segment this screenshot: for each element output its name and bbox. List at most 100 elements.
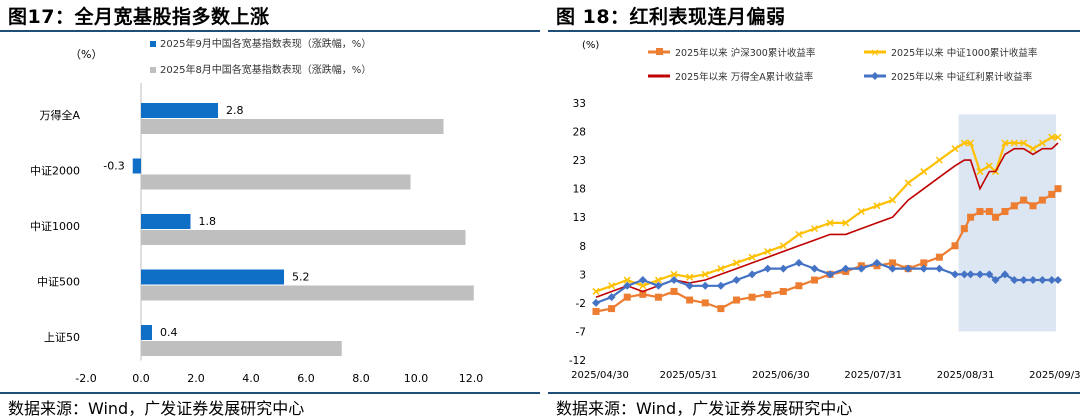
data-point bbox=[1010, 139, 1018, 147]
y-tick-label: 23 bbox=[573, 155, 586, 167]
data-point bbox=[919, 264, 928, 273]
bar-sep bbox=[141, 325, 152, 340]
figure-17-chart: （%） 2025年9月中国各宽基指数表现（涨跌幅，%） 2025年8月中国各宽基指数… bbox=[30, 37, 483, 385]
legend-swatch bbox=[150, 41, 156, 47]
data-point bbox=[592, 287, 600, 295]
data-point bbox=[1000, 270, 1009, 279]
data-point bbox=[857, 207, 865, 216]
data-point bbox=[1019, 276, 1028, 285]
legend-label: 2025年9月中国各宽基指数表现（涨跌幅，%） bbox=[160, 37, 371, 50]
data-point bbox=[623, 276, 631, 284]
y-tick-label: -12 bbox=[569, 355, 586, 367]
data-point bbox=[654, 281, 663, 290]
data-point bbox=[1020, 139, 1028, 147]
data-point bbox=[842, 219, 850, 227]
legend-label: 2025年8月中国各宽基指数表现（涨跌幅，%） bbox=[160, 63, 371, 76]
figure-17-title: 图17：全月宽基股指多数上涨 bbox=[8, 6, 270, 28]
y-tick-label: 13 bbox=[573, 212, 586, 224]
data-point bbox=[1001, 139, 1009, 147]
data-point bbox=[779, 264, 788, 273]
data-point bbox=[701, 270, 709, 278]
data-point bbox=[889, 196, 897, 204]
data-point bbox=[639, 290, 647, 298]
category-label: 中证2000 bbox=[30, 165, 80, 178]
data-point bbox=[748, 293, 756, 301]
figure-17-source: 数据来源：Wind，广发证券发展研究中心 bbox=[8, 399, 305, 418]
data-point bbox=[717, 305, 725, 313]
x-tick-label: 2025/06/30 bbox=[752, 370, 810, 381]
series-line bbox=[595, 136, 1058, 293]
data-point bbox=[889, 259, 897, 267]
data-point bbox=[592, 307, 600, 315]
x-tick-label: 10.0 bbox=[404, 372, 429, 385]
data-point bbox=[888, 264, 897, 273]
figure-17-panel: 图17：全月宽基股指多数上涨 （%） 2025年9月中国各宽基指数表现（涨跌幅，%… bbox=[0, 0, 540, 418]
legend-label: 2025年以来 中证1000累计收益率 bbox=[891, 47, 1038, 59]
data-point bbox=[872, 258, 881, 267]
data-point bbox=[985, 162, 993, 170]
legend-marker bbox=[871, 72, 879, 80]
data-point bbox=[960, 270, 969, 279]
data-point bbox=[904, 179, 912, 187]
bar-aug bbox=[141, 285, 474, 301]
x-tick-label: 4.0 bbox=[242, 372, 260, 385]
series-group bbox=[592, 133, 1062, 295]
bar-sep bbox=[132, 158, 141, 174]
figure-18-source: 数据来源：Wind，广发证券发展研究中心 bbox=[556, 399, 853, 418]
data-point bbox=[623, 293, 631, 301]
data-point bbox=[607, 293, 616, 302]
data-point bbox=[951, 145, 959, 153]
data-point bbox=[920, 259, 928, 267]
data-point bbox=[794, 258, 803, 267]
figure-18-top-rule bbox=[548, 30, 1080, 32]
data-point bbox=[623, 281, 632, 290]
category-label: 上证50 bbox=[44, 331, 80, 344]
data-point bbox=[935, 156, 943, 164]
legend-item: 2025年以来 沪深300累计收益率 bbox=[648, 47, 816, 59]
bar-data-label: 1.8 bbox=[199, 215, 217, 228]
figure-18-chart: (%) 2025年以来 沪深300累计收益率 × 2025年以来 中证1000累计收益… bbox=[569, 40, 1080, 381]
data-point bbox=[1038, 196, 1046, 204]
figure-18-title: 图 18：红利表现连月偏弱 bbox=[556, 6, 786, 28]
data-point bbox=[920, 168, 928, 176]
y-tick-label: -7 bbox=[576, 326, 586, 338]
legend-label: 2025年以来 万得全A累计收益率 bbox=[675, 71, 814, 83]
y-tick-label: 8 bbox=[579, 241, 586, 253]
data-point bbox=[826, 219, 834, 227]
category-label: 中证1000 bbox=[30, 220, 80, 233]
data-point bbox=[795, 230, 803, 238]
data-point bbox=[732, 296, 740, 304]
y-tick-label: 3 bbox=[579, 269, 586, 281]
data-point bbox=[985, 208, 993, 216]
series-group bbox=[595, 142, 1059, 298]
data-point bbox=[960, 225, 968, 233]
data-point bbox=[748, 253, 756, 261]
bar-aug bbox=[141, 119, 444, 134]
category-label: 万得全A bbox=[39, 108, 80, 122]
data-point bbox=[608, 282, 616, 290]
bar-data-label: 5.2 bbox=[292, 271, 310, 284]
data-point bbox=[716, 281, 725, 290]
series-group bbox=[592, 258, 1062, 307]
data-point bbox=[810, 264, 819, 273]
figure-18-bottom-rule bbox=[548, 392, 1080, 394]
data-point bbox=[779, 287, 787, 295]
series-group bbox=[592, 185, 1062, 315]
data-point bbox=[670, 287, 678, 295]
x-tick-label: 2.0 bbox=[187, 372, 205, 385]
data-point bbox=[975, 270, 984, 279]
legend-label: 2025年以来 沪深300累计收益率 bbox=[675, 47, 816, 59]
bar-data-label: 0.4 bbox=[160, 326, 178, 339]
data-point bbox=[654, 293, 662, 301]
data-point bbox=[950, 270, 959, 279]
data-point bbox=[992, 213, 1000, 221]
data-point bbox=[991, 276, 1000, 285]
y-tick-label: -2 bbox=[576, 298, 586, 310]
x-tick-label: 8.0 bbox=[352, 372, 370, 385]
data-point bbox=[1054, 185, 1062, 193]
data-point bbox=[670, 276, 679, 285]
data-point bbox=[686, 273, 694, 281]
data-point bbox=[951, 242, 959, 250]
data-point bbox=[811, 276, 819, 284]
highlight-period-band bbox=[958, 114, 1056, 332]
